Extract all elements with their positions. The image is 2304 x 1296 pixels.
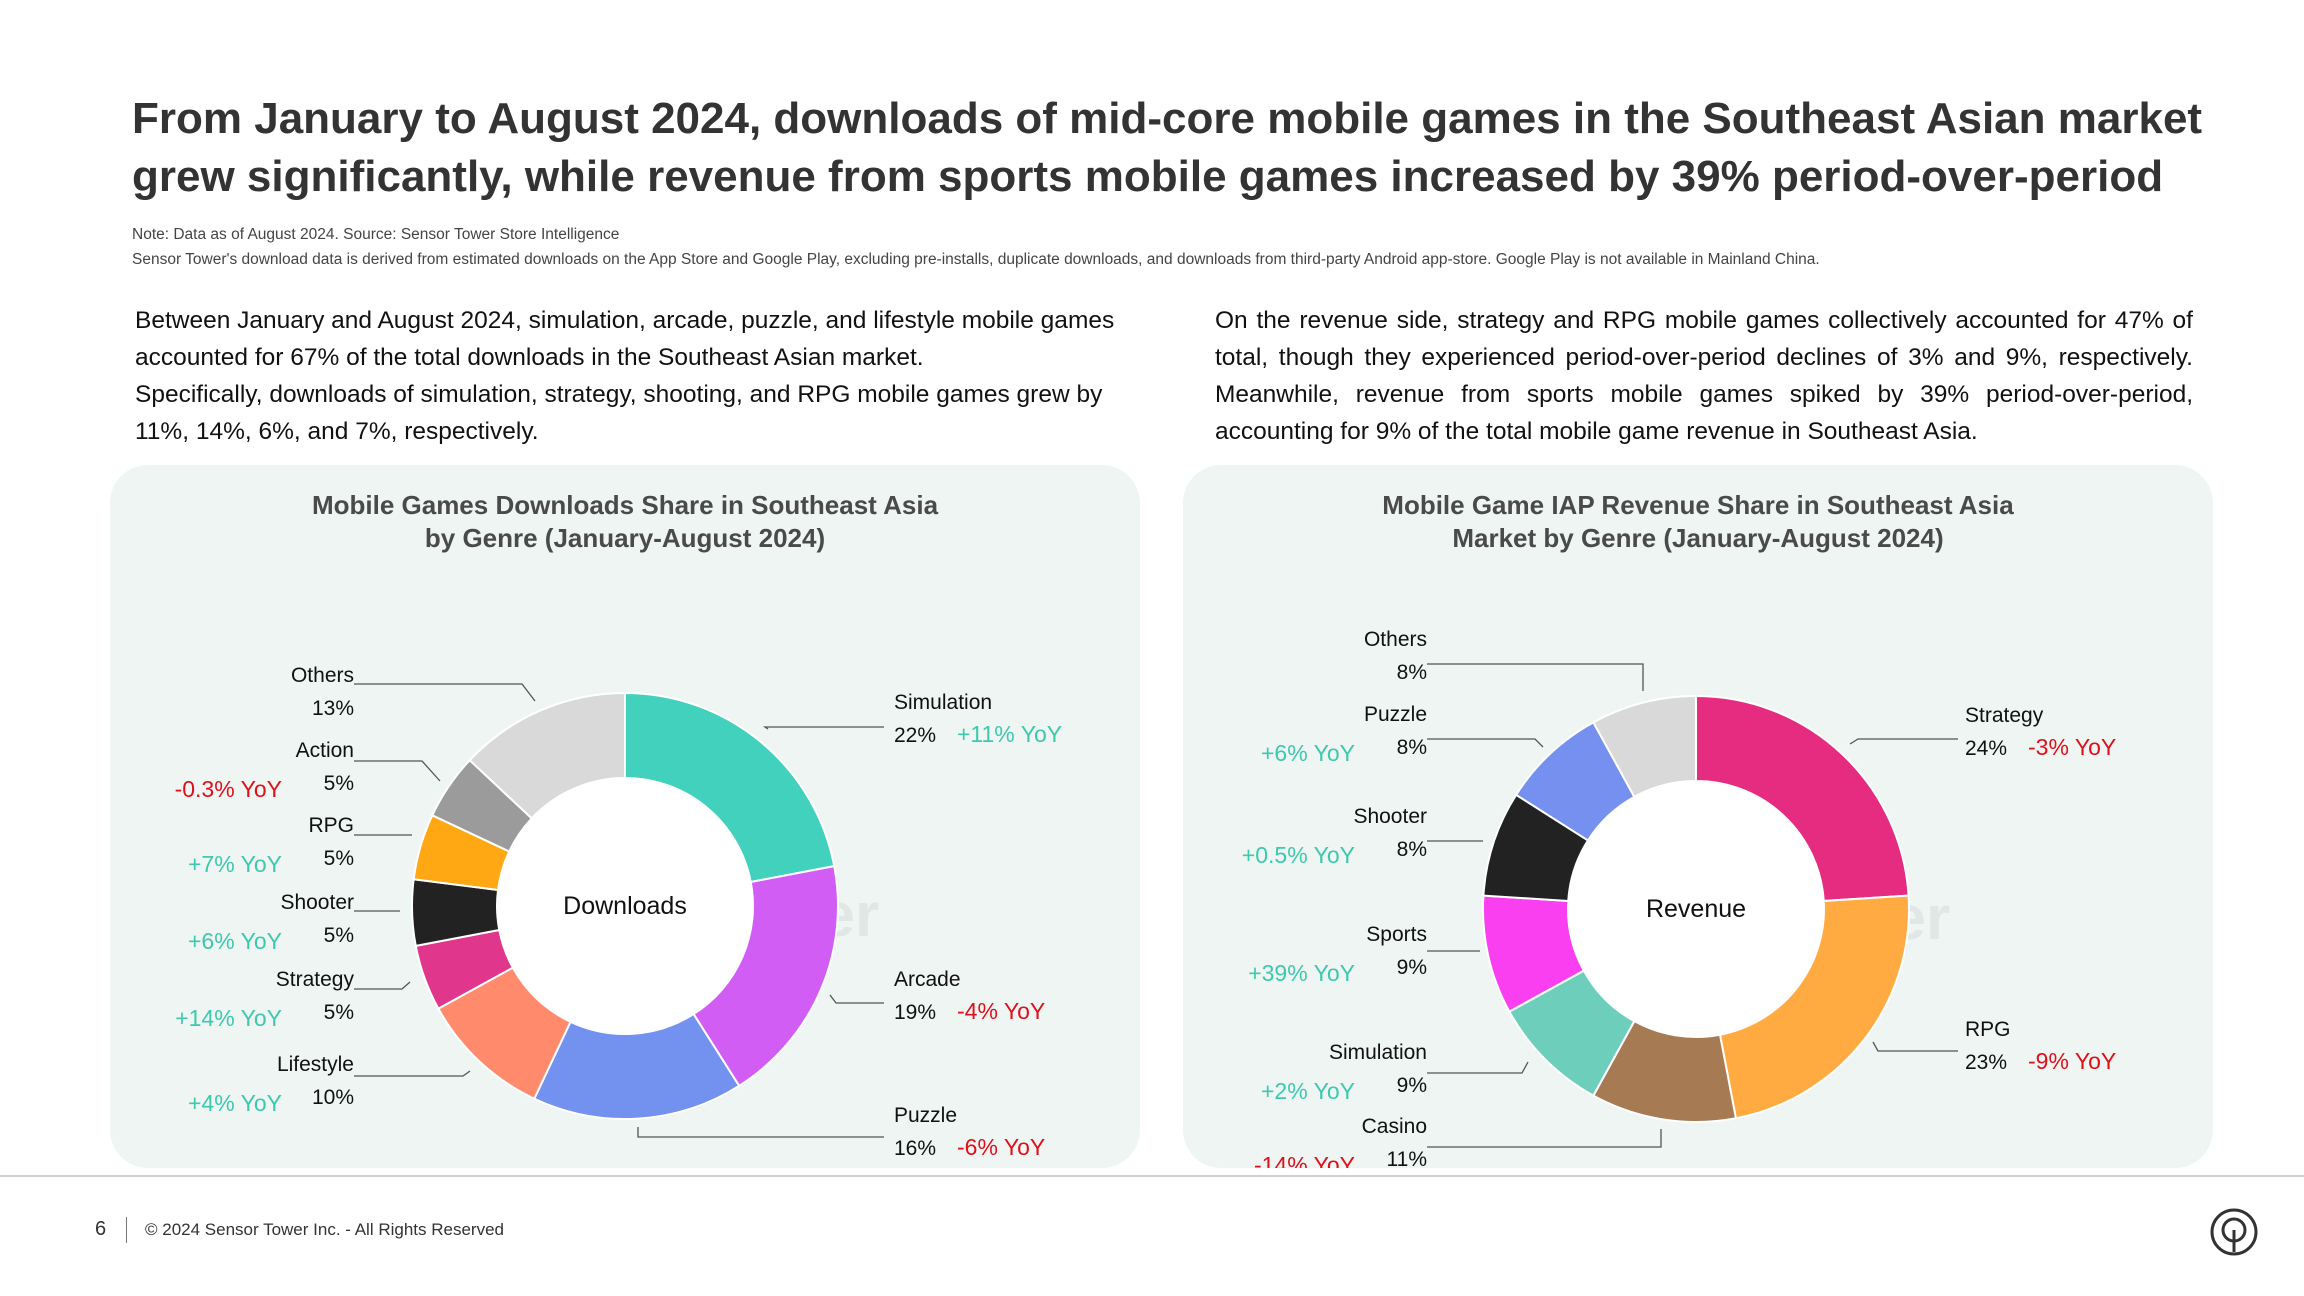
revenue-chart-title: Mobile Game IAP Revenue Share in Southea… xyxy=(1183,489,2213,555)
slice-value-casino: 11% xyxy=(1387,1148,1427,1168)
slice-name-strategy: Strategy xyxy=(1965,704,2044,727)
summary-line: Between January and August 2024, simulat… xyxy=(135,307,1115,334)
donut-hole xyxy=(498,779,752,1033)
slice-value-lifestyle: 10% xyxy=(312,1086,354,1109)
slice-yoy-puzzle: -6% YoY xyxy=(957,1134,1045,1160)
slice-value-arcade: 19% xyxy=(894,1001,936,1024)
slice-value-action: 5% xyxy=(324,772,354,795)
revenue-summary: On the revenue side, strategy and RPG mo… xyxy=(1215,307,2193,445)
slice-name-puzzle: Puzzle xyxy=(894,1104,957,1127)
title-line-1: From January to August 2024, downloads o… xyxy=(132,94,2203,143)
slice-name-rpg: RPG xyxy=(1965,1018,2011,1041)
summary-line: 11%, 14%, 6%, and 7%, respectively. xyxy=(135,418,539,445)
revenue-donut-chart: SensorTowerRevenueStrategy24%-3% YoYRPG2… xyxy=(1242,628,2116,1168)
revenue-chart-panel: Mobile Game IAP Revenue Share in Southea… xyxy=(1183,465,2213,1168)
page-number: 6 xyxy=(95,1218,107,1240)
slice-yoy-rpg: +7% YoY xyxy=(188,851,282,877)
leader-line-puzzle xyxy=(1427,738,1544,748)
chart-title-line: Mobile Game IAP Revenue Share in Southea… xyxy=(1382,490,2014,520)
slice-yoy-casino: -14% YoY xyxy=(1254,1152,1355,1168)
leader-line-strategy xyxy=(1849,738,1958,745)
slice-name-shooter: Shooter xyxy=(1353,805,1427,828)
slice-value-sports: 9% xyxy=(1397,956,1427,979)
methodology-note: Sensor Tower's download data is derived … xyxy=(132,251,1820,268)
leader-line-rpg xyxy=(1872,1041,1958,1052)
slice-value-rpg: 23% xyxy=(1965,1051,2007,1074)
slice-yoy-arcade: -4% YoY xyxy=(957,998,1045,1024)
leader-line-action xyxy=(354,760,441,782)
slice-name-action: Action xyxy=(296,739,354,762)
slice-yoy-strategy: -3% YoY xyxy=(2028,734,2116,760)
slice-value-others: 8% xyxy=(1397,661,1427,684)
donut-center-label: Revenue xyxy=(1646,895,1746,923)
leader-line-casino xyxy=(1427,1129,1662,1148)
page-title: From January to August 2024, downloads o… xyxy=(132,90,2212,206)
slice-yoy-puzzle: +6% YoY xyxy=(1261,740,1355,766)
footer-divider xyxy=(0,1175,2304,1177)
slice-value-others: 13% xyxy=(312,697,354,720)
slice-yoy-strategy: +14% YoY xyxy=(175,1005,282,1031)
slice-value-strategy: 24% xyxy=(1965,737,2007,760)
donut-slice-rpg xyxy=(1718,894,1910,1120)
chart-plot-area: SensorTowerDownloadsSimulation22%+11% Yo… xyxy=(175,664,1063,1160)
sensor-tower-logo-icon xyxy=(2210,1208,2258,1256)
summary-line: Specifically, downloads of simulation, s… xyxy=(135,381,1103,408)
slice-value-strategy: 5% xyxy=(324,1001,354,1024)
slice-name-rpg: RPG xyxy=(308,814,354,837)
downloads-summary: Between January and August 2024, simulat… xyxy=(135,302,1135,450)
leader-line-others xyxy=(1427,663,1644,691)
title-line-2: grew significantly, while revenue from s… xyxy=(132,152,2164,201)
footer-separator xyxy=(126,1217,127,1243)
slice-name-shooter: Shooter xyxy=(280,891,354,914)
summary-line: accounted for 67% of the total downloads… xyxy=(135,344,924,371)
slice-name-puzzle: Puzzle xyxy=(1364,703,1427,726)
chart-plot-area: SensorTowerRevenueStrategy24%-3% YoYRPG2… xyxy=(1242,628,2116,1168)
source-note: Note: Data as of August 2024. Source: Se… xyxy=(132,226,620,243)
slice-name-simulation: Simulation xyxy=(1329,1041,1427,1064)
leader-line-others xyxy=(354,683,536,702)
slice-name-others: Others xyxy=(1364,628,1427,651)
slice-value-simulation: 9% xyxy=(1397,1074,1427,1097)
slice-value-puzzle: 16% xyxy=(894,1137,936,1160)
slice-name-arcade: Arcade xyxy=(894,968,961,991)
donut-hole xyxy=(1569,782,1823,1036)
donut-slice-others xyxy=(1592,694,1697,799)
donut-center-label: Downloads xyxy=(563,892,687,920)
leader-line-simulation xyxy=(1427,1061,1529,1074)
leader-line-puzzle xyxy=(637,1127,884,1138)
slice-yoy-shooter: +6% YoY xyxy=(188,928,282,954)
slice-name-simulation: Simulation xyxy=(894,691,992,714)
slice-value-puzzle: 8% xyxy=(1397,736,1427,759)
chart-title-line: by Genre (January-August 2024) xyxy=(424,523,826,553)
downloads-donut-chart: SensorTowerDownloadsSimulation22%+11% Yo… xyxy=(175,664,1063,1160)
slice-value-rpg: 5% xyxy=(324,847,354,870)
downloads-chart-title: Mobile Games Downloads Share in Southeas… xyxy=(110,489,1140,555)
leader-line-arcade xyxy=(829,994,884,1004)
slice-name-casino: Casino xyxy=(1362,1115,1427,1138)
slice-yoy-simulation: +11% YoY xyxy=(957,721,1062,747)
donut-slice-strategy xyxy=(1695,694,1910,903)
leader-line-lifestyle xyxy=(354,1070,471,1077)
leader-line-simulation xyxy=(762,726,884,730)
slice-name-others: Others xyxy=(291,664,354,687)
slice-name-lifestyle: Lifestyle xyxy=(277,1053,354,1076)
slice-yoy-rpg: -9% YoY xyxy=(2028,1048,2116,1074)
slice-yoy-action: -0.3% YoY xyxy=(175,776,282,802)
slice-value-shooter: 5% xyxy=(324,924,354,947)
slice-name-strategy: Strategy xyxy=(276,968,355,991)
slice-yoy-lifestyle: +4% YoY xyxy=(188,1090,282,1116)
downloads-chart-panel: Mobile Games Downloads Share in Southeas… xyxy=(110,465,1140,1168)
donut-slice-others xyxy=(468,691,626,820)
chart-title-line: Mobile Games Downloads Share in Southeas… xyxy=(311,490,939,520)
chart-title-line: Market by Genre (January-August 2024) xyxy=(1452,523,1944,553)
copyright-text: © 2024 Sensor Tower Inc. - All Rights Re… xyxy=(145,1220,504,1239)
leader-line-strategy xyxy=(354,981,411,990)
slice-yoy-simulation: +2% YoY xyxy=(1261,1078,1355,1104)
slice-value-shooter: 8% xyxy=(1397,838,1427,861)
slice-value-simulation: 22% xyxy=(894,724,936,747)
donut-slice-simulation xyxy=(624,691,836,884)
slice-yoy-shooter: +0.5% YoY xyxy=(1242,842,1355,868)
slice-name-sports: Sports xyxy=(1366,923,1427,946)
slice-yoy-sports: +39% YoY xyxy=(1248,960,1355,986)
